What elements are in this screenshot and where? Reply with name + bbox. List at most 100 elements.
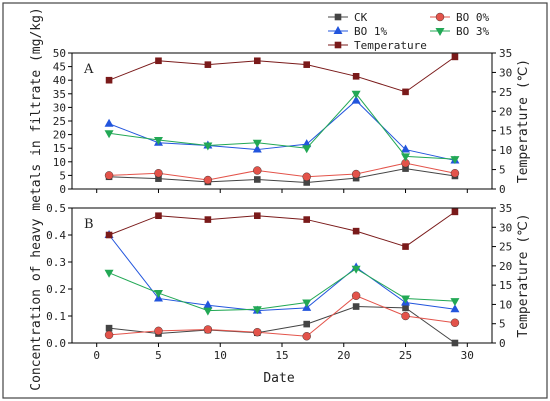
data-point — [352, 227, 360, 235]
data-point — [450, 318, 460, 327]
data-point — [253, 328, 262, 337]
legend-label: BO 1% — [354, 25, 387, 38]
data-point — [450, 156, 460, 165]
panel-a: 0510152025303540455005101520253035Temper… — [53, 47, 531, 196]
data-point — [253, 166, 262, 175]
data-point — [303, 216, 311, 223]
data-point — [252, 139, 262, 148]
data-point — [302, 172, 311, 181]
data-point — [253, 212, 261, 220]
data-point — [303, 320, 311, 328]
left-tick-label: 35 — [53, 88, 66, 101]
data-point — [153, 290, 163, 299]
data-point — [451, 53, 459, 61]
data-point — [105, 231, 113, 239]
right-tick-label: 5 — [499, 164, 506, 177]
left-tick-label: 40 — [53, 74, 66, 87]
series-line — [108, 56, 456, 93]
data-point — [155, 212, 162, 220]
data-point — [351, 291, 361, 300]
data-point — [352, 73, 360, 80]
left-axis-title: Concentration of heavy metals in filtrat… — [29, 7, 44, 391]
data-point — [105, 324, 113, 332]
series-line — [108, 99, 456, 161]
series-line — [108, 234, 456, 312]
data-point — [302, 145, 312, 154]
data-point — [204, 61, 212, 68]
legend-marker — [333, 26, 343, 34]
data-point — [302, 332, 311, 341]
legend-label: Temperature — [354, 39, 427, 52]
x-tick-label: 0 — [93, 349, 100, 362]
right-tick-label: 15 — [499, 125, 512, 138]
data-point — [104, 118, 114, 127]
data-point — [252, 144, 262, 153]
data-point — [451, 208, 459, 216]
left-tick-label: 0.3 — [46, 256, 66, 269]
left-tick-label: 0 — [59, 183, 66, 196]
data-point — [402, 165, 409, 172]
x-tick-label: 25 — [399, 349, 412, 362]
data-point — [105, 76, 113, 84]
data-point — [402, 88, 409, 96]
data-point — [104, 269, 114, 278]
legend: CK BO 0% BO 1% BO 3% Temperature — [328, 11, 489, 52]
data-point — [253, 176, 261, 183]
data-point — [203, 300, 213, 309]
legend-label: CK — [354, 11, 368, 24]
left-tick-label: 0.0 — [46, 337, 66, 350]
data-point — [252, 306, 262, 315]
series-line — [109, 168, 456, 183]
right-tick-label: 5 — [499, 318, 506, 331]
data-point — [203, 142, 213, 151]
data-point — [155, 175, 162, 182]
data-point — [203, 325, 213, 334]
left-tick-label: 5 — [59, 169, 66, 182]
series-line — [109, 162, 456, 181]
data-point — [303, 61, 311, 68]
data-point — [104, 171, 114, 180]
right-tick-label: 35 — [499, 202, 512, 215]
left-tick-label: 10 — [53, 156, 66, 169]
right-tick-label: 25 — [499, 86, 512, 99]
data-point — [303, 179, 311, 186]
right-tick-label: 30 — [499, 221, 512, 234]
left-tick-label: 0.1 — [46, 310, 66, 323]
left-tick-label: 0.5 — [46, 202, 66, 215]
x-tick-label: 10 — [214, 349, 227, 362]
data-point — [351, 95, 361, 104]
legend-label: BO 0% — [456, 11, 489, 24]
data-point — [450, 169, 460, 178]
data-point — [450, 298, 460, 307]
x-tick-label: 5 — [155, 349, 162, 362]
data-point — [154, 169, 163, 178]
data-point — [450, 304, 460, 313]
right-tick-label: 15 — [499, 279, 512, 292]
data-point — [351, 169, 361, 179]
right-tick-label: 20 — [499, 105, 512, 118]
panel-label: A — [83, 62, 94, 77]
data-point — [203, 175, 213, 185]
data-point — [401, 144, 411, 153]
right-tick-label: 25 — [499, 241, 512, 254]
left-tick-label: 0.2 — [46, 283, 66, 296]
right-tick-label: 20 — [499, 260, 512, 273]
data-point — [204, 216, 212, 223]
data-point — [253, 57, 261, 65]
series-line — [109, 295, 456, 337]
series-line — [109, 306, 456, 344]
right-tick-label: 0 — [499, 337, 506, 350]
data-point — [203, 307, 213, 316]
left-tick-label: 25 — [53, 115, 66, 128]
data-point — [155, 57, 162, 65]
legend-marker — [435, 12, 445, 22]
data-point — [401, 153, 411, 162]
data-point — [401, 311, 410, 321]
x-axis-title: Date — [263, 371, 294, 386]
left-tick-label: 0.4 — [46, 229, 66, 242]
right-axis-title: Temperature (℃) — [516, 59, 531, 183]
right-axis-title: Temperature (℃) — [516, 213, 531, 337]
data-point — [351, 90, 361, 99]
